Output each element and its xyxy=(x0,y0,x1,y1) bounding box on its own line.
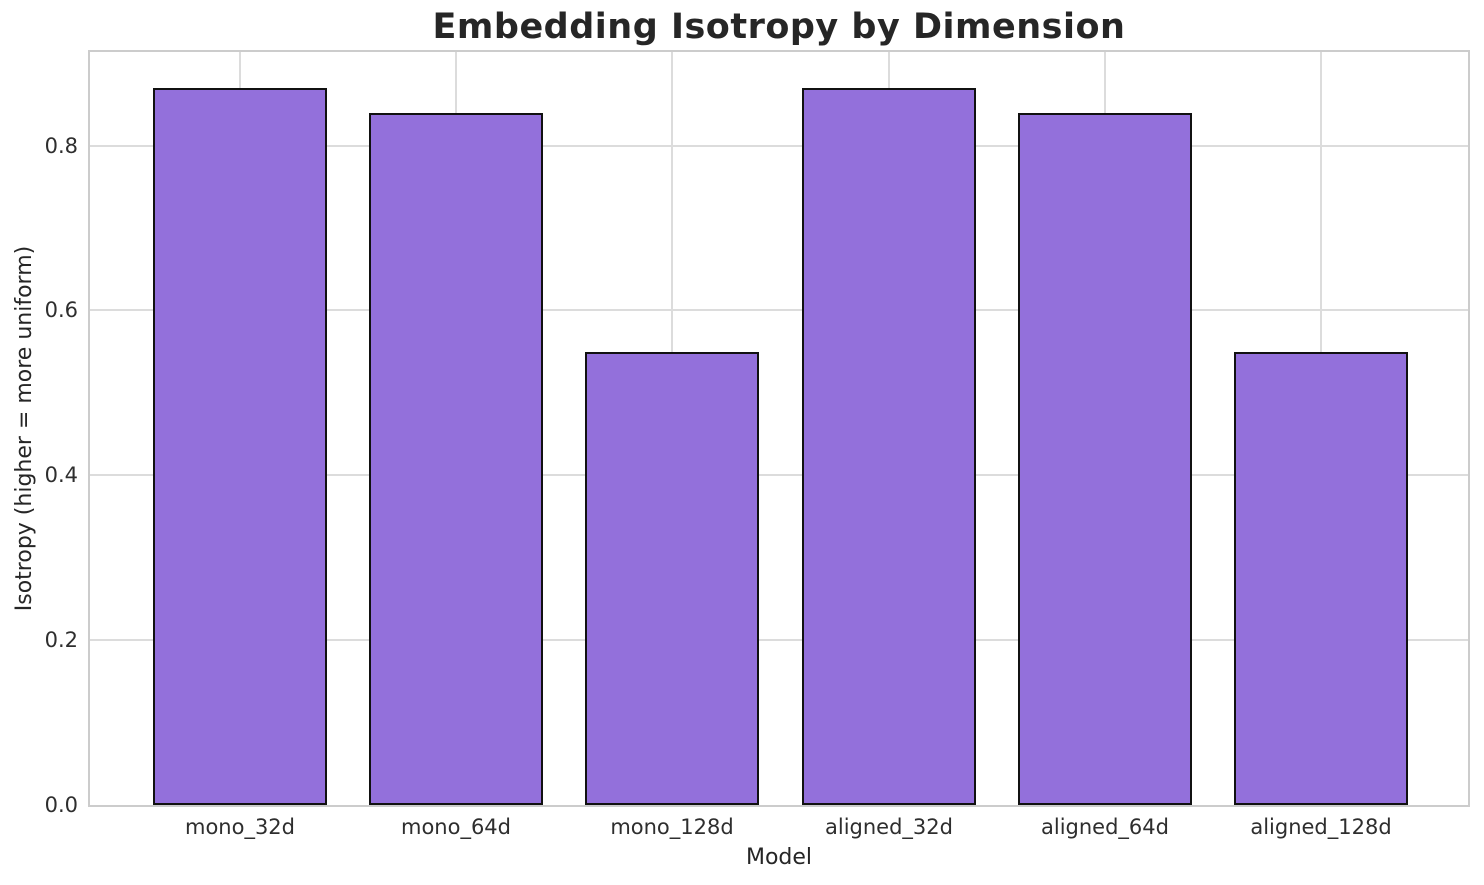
x-tick-label-aligned_32d: aligned_32d xyxy=(825,815,953,839)
h-gridline-0.2 xyxy=(90,639,1468,641)
h-gridline-0.4 xyxy=(90,474,1468,476)
x-tick-label-aligned_128d: aligned_128d xyxy=(1250,815,1392,839)
y-tick-label-0.2: 0.2 xyxy=(44,628,78,652)
x-tick-label-aligned_64d: aligned_64d xyxy=(1041,815,1169,839)
y-tick-label-0.4: 0.4 xyxy=(44,463,78,487)
bar-aligned_32d xyxy=(802,88,976,805)
bar-aligned_128d xyxy=(1234,352,1408,805)
y-tick-label-0.8: 0.8 xyxy=(44,134,78,158)
y-tick-label-0.6: 0.6 xyxy=(44,298,78,322)
h-gridline-0.8 xyxy=(90,145,1468,147)
y-axis-label-wrap: Isotropy (higher = more uniform) xyxy=(6,52,44,805)
x-axis-label: Model xyxy=(745,845,813,870)
bar-aligned_64d xyxy=(1018,113,1192,805)
chart-title: Embedding Isotropy by Dimension xyxy=(432,7,1126,47)
plot-area xyxy=(88,50,1470,807)
bar-mono_64d xyxy=(369,113,543,805)
x-tick-label-mono_64d: mono_64d xyxy=(400,815,511,839)
x-tick-label-mono_32d: mono_32d xyxy=(184,815,295,839)
x-tick-label-mono_128d: mono_128d xyxy=(610,815,734,839)
h-gridline-0.6 xyxy=(90,309,1468,311)
bar-mono_128d xyxy=(585,352,759,805)
y-tick-label-0.0: 0.0 xyxy=(44,793,78,817)
bar-mono_32d xyxy=(153,88,327,805)
